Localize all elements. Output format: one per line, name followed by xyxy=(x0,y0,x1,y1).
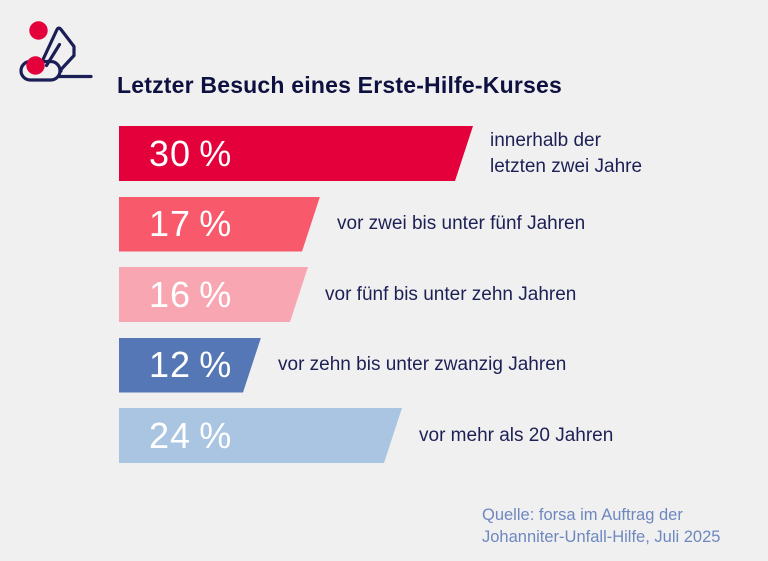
bar-value-label: 16 % xyxy=(149,273,233,315)
bar-value-label: 24 % xyxy=(149,414,233,456)
bar-category-label: innerhalb der letzten zwei Jahre xyxy=(490,130,643,177)
bar: 30 % xyxy=(119,126,473,181)
bar-category-label: vor zwei bis unter fünf Jahren xyxy=(337,213,586,235)
bar-row: 16 % vor fünf bis unter zehn Jahren xyxy=(119,267,642,322)
johanniter-logo xyxy=(18,20,94,84)
cpr-pictogram-icon xyxy=(19,21,93,82)
bar: 12 % xyxy=(119,338,261,393)
bar-row: 24 % vor mehr als 20 Jahren xyxy=(119,408,642,463)
bar-value-label: 30 % xyxy=(149,132,233,174)
bar-value-label: 12 % xyxy=(149,344,233,385)
bar-row: 17 % vor zwei bis unter fünf Jahren xyxy=(119,197,642,252)
bar: 17 % xyxy=(119,197,320,252)
bar: 24 % xyxy=(119,408,402,463)
page-title: Letzter Besuch eines Erste-Hilfe-Kurses xyxy=(117,72,562,99)
source-note: Quelle: forsa im Auftrag der Johanniter-… xyxy=(482,506,721,546)
bar: 16 % xyxy=(119,267,308,322)
bar-value-label: 17 % xyxy=(149,203,233,244)
bar-category-label: vor zehn bis unter zwanzig Jahren xyxy=(278,354,567,376)
bar-row: 12 % vor zehn bis unter zwanzig Jahren xyxy=(119,338,642,393)
bar-category-label: vor mehr als 20 Jahren xyxy=(419,424,614,446)
bar-chart: 30 % innerhalb der letzten zwei Jahre 17 %… xyxy=(119,126,642,463)
bar-row: 30 % innerhalb der letzten zwei Jahre xyxy=(119,126,642,181)
bar-category-label: vor fünf bis unter zehn Jahren xyxy=(325,283,577,305)
